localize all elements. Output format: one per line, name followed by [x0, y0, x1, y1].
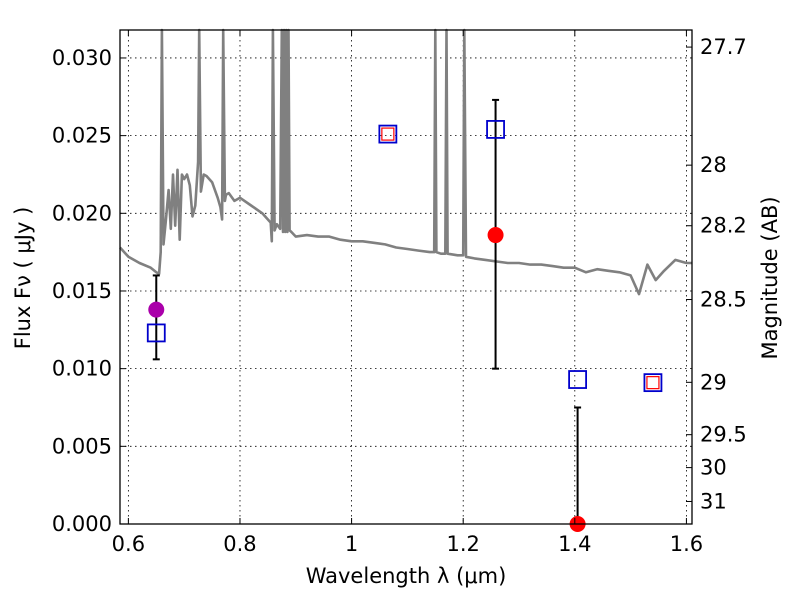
y-tick-label: 0.020: [52, 201, 112, 225]
model-band-square: [643, 373, 663, 393]
error-bars: [152, 98, 582, 524]
x-axis-label: Wavelength λ (μm): [306, 564, 507, 588]
y-tick-labels: 0.000 0.005 0.010 0.015 0.020 0.025 0.030: [52, 46, 112, 536]
observed-point: [148, 301, 165, 318]
model-band-inner-square: [646, 376, 660, 390]
y-right-tick-label: 28: [700, 153, 727, 177]
model-spectrum: [119, 28, 692, 296]
x-tick-label: 1.6: [670, 532, 703, 556]
plot-frame: [119, 29, 693, 525]
y-tick-label: 0.000: [52, 512, 112, 536]
x-tick-label: 0.8: [223, 532, 256, 556]
model-band-inner-square: [381, 127, 395, 141]
ticks: [120, 30, 692, 525]
y-axis-label: Flux Fν ( μJy ): [11, 207, 35, 350]
x-tick-label: 1.4: [558, 532, 591, 556]
x-tick-label: 0.6: [112, 532, 145, 556]
y-tick-label: 0.030: [52, 46, 112, 70]
y-tick-label: 0.025: [52, 124, 112, 148]
y-right-tick-label: 27.7: [700, 35, 747, 59]
y-right-tick-label: 28.2: [700, 214, 747, 238]
model-band-square: [146, 323, 166, 343]
y-right-tick-labels: 27.7 28 28.2 28.5 29 29.5 30 31: [700, 35, 747, 513]
y-tick-label: 0.005: [52, 434, 112, 458]
y-right-tick-label: 28.5: [700, 288, 747, 312]
observed-point: [487, 227, 504, 244]
x-tick-label: 1.2: [446, 532, 479, 556]
y-right-tick-label: 29: [700, 370, 727, 394]
y-right-tick-label: 30: [700, 456, 727, 480]
y-right-tick-label: 31: [700, 489, 727, 513]
y-right-axis-label: Magnitude (AB): [758, 196, 782, 359]
x-tick-labels: 0.6 0.8 1 1.2 1.4 1.6: [112, 532, 703, 556]
y-right-tick-label: 29.5: [700, 423, 747, 447]
model-band-square: [568, 370, 587, 389]
x-tick-label: 1: [345, 532, 358, 556]
model-band-square: [486, 120, 505, 139]
y-tick-label: 0.015: [52, 279, 112, 303]
model-spectrum-line: [119, 28, 692, 296]
y-tick-label: 0.010: [52, 357, 112, 381]
model-band-square: [378, 124, 398, 144]
grid: [120, 30, 692, 525]
photometry-markers: [146, 120, 663, 532]
